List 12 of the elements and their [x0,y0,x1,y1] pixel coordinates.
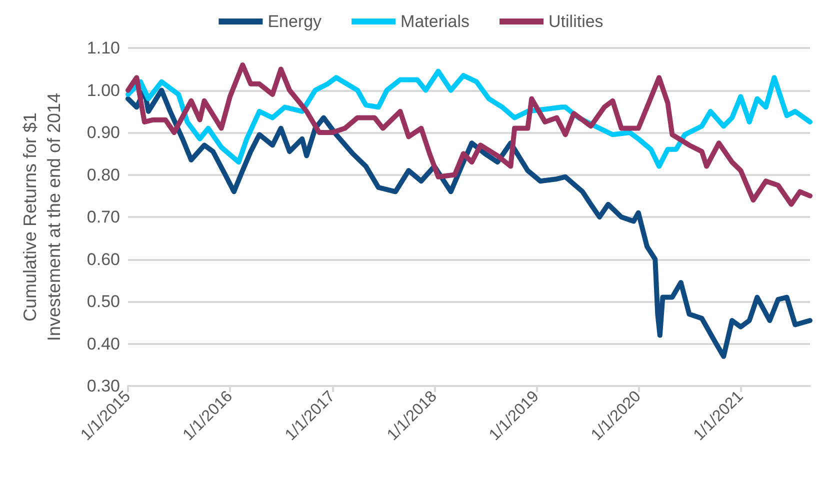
y-tick-label: 0.90 [86,123,120,142]
legend-label: Materials [400,12,470,31]
y-tick-label: 0.70 [86,208,120,226]
y-axis-title: Cumulative Returns for $1 Investement at the end of 2014 [20,92,64,342]
y-tick-label: 1.00 [86,80,120,100]
legend-label: Energy [268,12,322,31]
y-tick-label: 0.50 [86,292,120,311]
y-tick-label: 1.10 [86,38,120,58]
y-tick-label: 0.40 [86,334,120,354]
legend-label: Utilities [548,12,604,31]
y-tick-label: 0.60 [86,250,120,269]
y-tick-label: 0.80 [86,165,120,184]
